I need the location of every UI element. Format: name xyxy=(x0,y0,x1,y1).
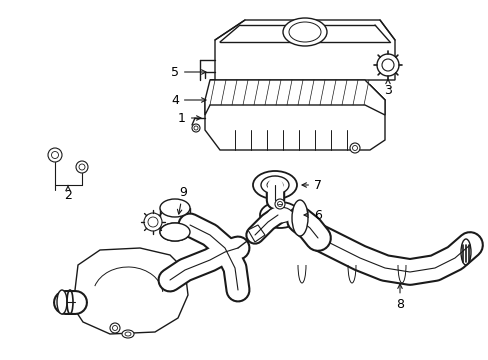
Ellipse shape xyxy=(160,199,190,217)
Text: 3: 3 xyxy=(383,79,391,96)
Ellipse shape xyxy=(252,171,296,199)
Circle shape xyxy=(110,323,120,333)
Circle shape xyxy=(112,325,117,330)
Circle shape xyxy=(381,59,393,71)
Ellipse shape xyxy=(266,180,283,190)
Ellipse shape xyxy=(288,22,320,42)
Ellipse shape xyxy=(283,18,326,46)
Ellipse shape xyxy=(122,330,134,338)
Circle shape xyxy=(352,145,357,150)
Circle shape xyxy=(48,148,62,162)
Circle shape xyxy=(376,54,398,76)
Text: 8: 8 xyxy=(395,284,403,311)
Circle shape xyxy=(277,202,282,207)
Circle shape xyxy=(79,164,85,170)
Ellipse shape xyxy=(261,176,288,194)
Circle shape xyxy=(194,126,198,130)
Text: 1: 1 xyxy=(178,112,201,125)
Text: 9: 9 xyxy=(177,185,186,214)
Polygon shape xyxy=(204,85,384,150)
Polygon shape xyxy=(209,20,394,80)
Circle shape xyxy=(76,161,88,173)
Circle shape xyxy=(148,217,158,227)
Polygon shape xyxy=(75,248,187,334)
Ellipse shape xyxy=(260,202,299,228)
Circle shape xyxy=(51,152,59,158)
Circle shape xyxy=(143,213,162,231)
Circle shape xyxy=(274,199,285,209)
Text: 4: 4 xyxy=(171,94,205,107)
Polygon shape xyxy=(204,80,384,115)
Ellipse shape xyxy=(266,207,292,223)
Ellipse shape xyxy=(160,223,190,241)
Ellipse shape xyxy=(160,223,190,241)
Polygon shape xyxy=(247,225,264,242)
Text: 2: 2 xyxy=(64,186,72,202)
Text: 6: 6 xyxy=(304,208,321,221)
Circle shape xyxy=(349,143,359,153)
Ellipse shape xyxy=(291,200,307,236)
Text: 7: 7 xyxy=(302,179,321,192)
Ellipse shape xyxy=(57,290,67,314)
Text: 5: 5 xyxy=(171,66,205,78)
Ellipse shape xyxy=(125,332,131,336)
Circle shape xyxy=(192,124,200,132)
